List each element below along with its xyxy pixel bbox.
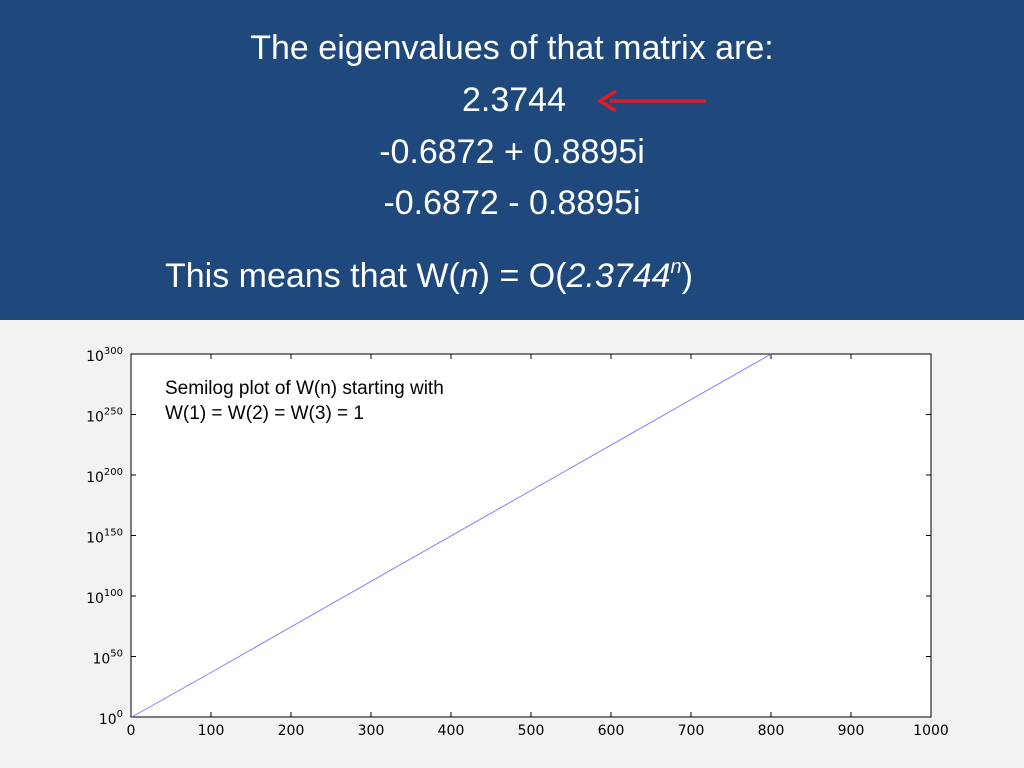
- growth-suffix: ): [681, 257, 693, 295]
- y-tick-label: 10250: [86, 407, 123, 426]
- growth-statement: This means that W(n) = O(2.3744n): [165, 256, 693, 296]
- arrow-head: [596, 89, 617, 113]
- x-tick-label: 0: [127, 723, 136, 739]
- growth-exponent: n: [670, 256, 682, 278]
- y-tick-label: 1050: [92, 649, 123, 668]
- x-tick-label: 200: [278, 723, 305, 739]
- eigenvalue-dominant: 2.3744: [462, 81, 566, 119]
- left-arrow-icon: [596, 89, 706, 113]
- y-tick-label: 10100: [86, 588, 123, 607]
- y-tick-label: 10200: [86, 467, 123, 486]
- x-tick-label: 900: [838, 723, 865, 739]
- x-tick-label: 500: [518, 723, 545, 739]
- x-tick-label: 400: [438, 723, 465, 739]
- x-tick-label: 300: [358, 723, 385, 739]
- annotation-line-2: W(1) = W(2) = W(3) = 1: [165, 403, 364, 424]
- x-tick-label: 800: [758, 723, 785, 739]
- y-tick-label: 10150: [86, 528, 123, 547]
- chart-area: 0 100 200 300 400 500 600 700 800 900 1000 100 1050…: [0, 320, 1024, 768]
- x-tick-label: 1000: [913, 723, 949, 739]
- axis-ticks: [130, 353, 932, 718]
- x-tick-label: 700: [678, 723, 705, 739]
- x-tick-label: 100: [198, 723, 225, 739]
- semilog-chart: 0 100 200 300 400 500 600 700 800 900 1000 1001050…: [86, 346, 949, 739]
- eigenvalue-complex-minus: -0.6872 - 0.8895i: [383, 184, 641, 222]
- eigenvalues-heading: The eigenvalues of that matrix are:: [250, 29, 774, 67]
- chart-annotation: Semilog plot of W(n) starting with W(1) …: [165, 376, 444, 426]
- x-tick-label: 600: [598, 723, 625, 739]
- series-line: [131, 353, 772, 718]
- eigenvalue-complex-plus: -0.6872 + 0.8895i: [379, 133, 645, 171]
- y-tick-labels: 100 1050 10100 10150 10200 10250 10300: [86, 346, 123, 728]
- title-banner: The eigenvalues of that matrix are: 2.37…: [0, 0, 1024, 320]
- growth-base: 2.3744: [566, 257, 671, 295]
- growth-n: n: [459, 257, 479, 295]
- annotation-line-1: Semilog plot of W(n) starting with: [165, 378, 444, 399]
- growth-prefix: This means that W(: [165, 257, 460, 295]
- x-tick-labels: 0 100 200 300 400 500 600 700 800 900 1000: [127, 723, 949, 739]
- y-tick-label: 10300: [86, 346, 123, 365]
- y-tick-label: 100: [99, 709, 123, 728]
- growth-mid: ) = O(: [478, 257, 567, 295]
